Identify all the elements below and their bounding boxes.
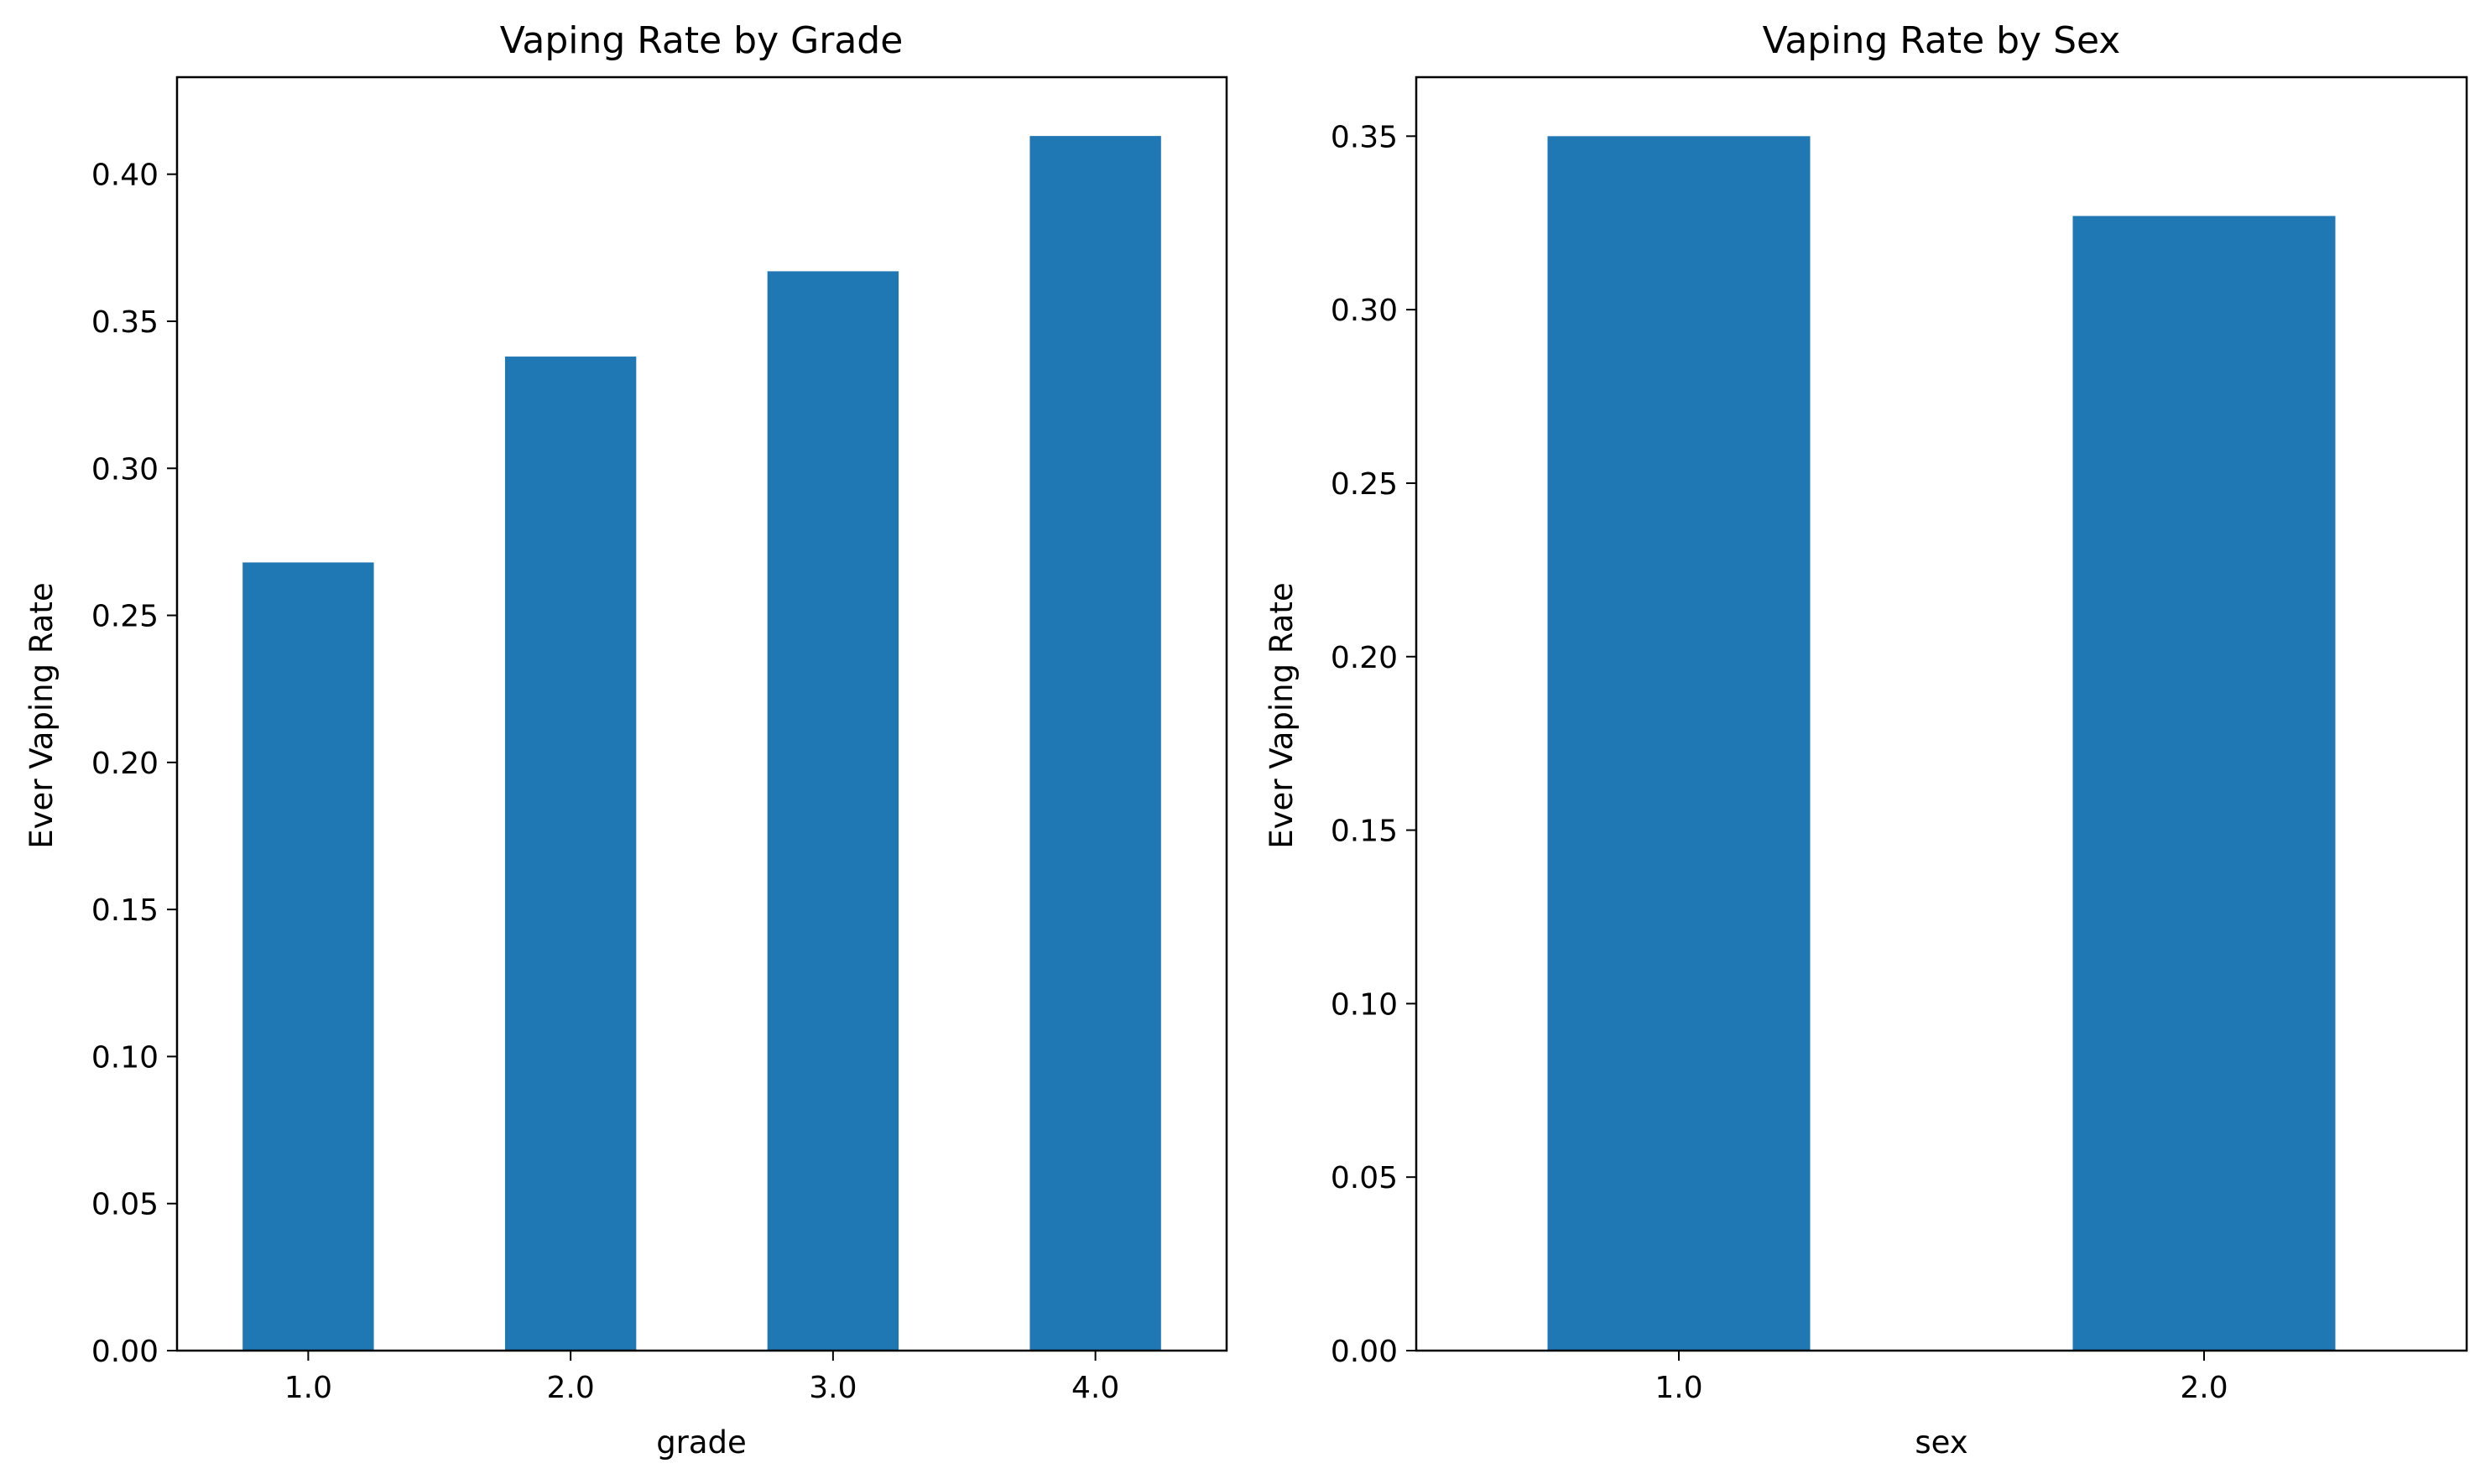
chart-panel-grade: Vaping Rate by Grade 0.00 0.05 0.10 0.15 0.2… [23,19,1228,1461]
y-tick-label: 0.35 [91,305,159,340]
y-tick-label: 0.20 [91,747,159,781]
y-tick-label: 0.25 [91,600,159,634]
y-tick-label: 0.15 [1331,815,1398,849]
x-axis-label: grade [656,1424,747,1461]
y-tick-label: 0.25 [1331,467,1398,502]
y-tick-label: 0.15 [91,893,159,928]
bar [1547,136,1811,1351]
y-tick-label: 0.10 [91,1040,159,1075]
chart-panel-sex: Vaping Rate by Sex 0.000.050.100.150.200… [1264,19,2468,1461]
chart-title: Vaping Rate by Sex [1763,19,2121,62]
y-tick-label: 0.35 [1331,120,1398,154]
y-tick-label: 0.10 [1331,987,1398,1022]
axes-frame [175,76,1228,1352]
y-tick-label: 0.05 [1331,1161,1398,1195]
x-tick-label: 4.0 [1071,1371,1119,1405]
plot-area: 0.00 0.05 0.10 0.15 0.20 0.25 0.30 0.35 0.40 1.0 2… [91,76,1228,1405]
bar [2072,216,2336,1351]
x-tick-label: 1.0 [1655,1371,1702,1405]
y-tick-label: 0.20 [1331,641,1398,675]
y-tick-label: 0.05 [91,1188,159,1222]
y-axis-label: Ever Vaping Rate [23,582,60,848]
x-tick-label: 1.0 [284,1371,332,1405]
x-tick-label: 2.0 [2180,1371,2228,1405]
x-axis-label: sex [1915,1424,1967,1461]
plot-area: 0.00 0.05 0.10 0.15 0.20 0.25 0.30 0.35 1.0 2.0 [1331,76,2468,1405]
bar [504,357,637,1351]
y-tick-label: 0.00 [1331,1335,1398,1369]
bar [767,271,899,1351]
y-tick-label: 0.40 [91,159,159,193]
x-tick-label: 2.0 [546,1371,594,1405]
y-tick-label: 0.30 [1331,294,1398,328]
y-tick-label: 0.00 [91,1335,159,1369]
chart-title: Vaping Rate by Grade [500,19,904,62]
axes-frame [1415,76,2468,1352]
bar [242,562,374,1351]
bar [1029,136,1161,1351]
x-tick-label: 3.0 [809,1371,857,1405]
y-tick-label: 0.30 [91,452,159,487]
y-axis-label: Ever Vaping Rate [1264,582,1300,848]
